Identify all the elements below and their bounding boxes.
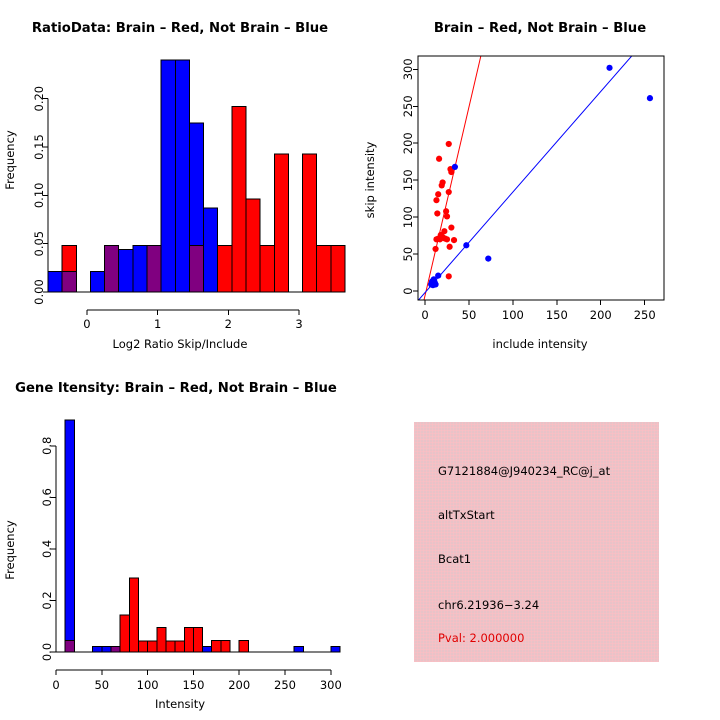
scatter-title: Brain – Red, Not Brain – Blue (434, 21, 646, 36)
scatter-svg: Brain – Red, Not Brain – Blue skip inten… (363, 21, 665, 351)
gene-histogram-plot-area: 0.0 0.2 0.4 0.6 0.8 0 50 100 150 200 250 300 (40, 419, 342, 692)
scatter-ylabel: skip intensity (363, 141, 377, 218)
gene-symbol-text: Bcat1 (438, 552, 472, 566)
svg-text:0.4: 0.4 (40, 540, 54, 558)
event-type-text: altTxStart (438, 508, 495, 522)
svg-text:0.0: 0.0 (40, 643, 54, 661)
svg-text:150: 150 (182, 678, 204, 692)
svg-text:100: 100 (401, 206, 415, 228)
scatter-xlabel: include intensity (492, 337, 587, 351)
svg-text:3: 3 (295, 317, 302, 331)
scatter-plot-area: 0 50 100 150 200 250 0 50 100 150 200 250 300 (401, 55, 665, 322)
svg-text:2: 2 (225, 317, 232, 331)
svg-text:50: 50 (94, 678, 109, 692)
gene-histogram-xlabel: Intensity (155, 697, 205, 711)
gene-info-box: G7121884@J940234_RC@j_at altTxStart Bcat… (414, 422, 659, 662)
svg-text:0: 0 (52, 678, 59, 692)
svg-text:100: 100 (502, 308, 524, 322)
locus-text: chr6.21936−3.24 (438, 598, 540, 612)
ratio-histogram-xlabel: Log2 Ratio Skip/Include (113, 337, 248, 351)
svg-text:1: 1 (154, 317, 161, 331)
svg-text:0.10: 0.10 (32, 183, 46, 209)
svg-text:0: 0 (421, 308, 428, 322)
panel-gene-info: G7121884@J940234_RC@j_at altTxStart Bcat… (360, 360, 720, 720)
svg-text:0: 0 (83, 317, 90, 331)
ratio-histogram-svg: RatioData: Brain – Red, Not Brain – Blue… (3, 21, 346, 351)
svg-text:0.20: 0.20 (32, 86, 46, 112)
svg-text:0.00: 0.00 (32, 279, 46, 305)
svg-text:150: 150 (546, 308, 568, 322)
panel-gene-intensity-histogram: Gene Itensity: Brain – Red, Not Brain – … (0, 360, 360, 720)
svg-text:250: 250 (401, 95, 415, 117)
svg-text:50: 50 (401, 247, 415, 262)
ratio-histogram-plot-area: 0.00 0.05 0.10 0.15 0.20 0 1 2 3 (32, 59, 346, 331)
ratio-histogram-ylabel: Frequency (3, 130, 17, 190)
gene-histogram-ylabel: Frequency (3, 520, 17, 580)
svg-text:0.05: 0.05 (32, 231, 46, 257)
ratio-histogram-title: RatioData: Brain – Red, Not Brain – Blue (32, 21, 328, 36)
svg-text:0.2: 0.2 (40, 591, 54, 609)
svg-text:0.6: 0.6 (40, 488, 54, 506)
svg-text:300: 300 (401, 58, 415, 80)
gene-histogram-title: Gene Itensity: Brain – Red, Not Brain – … (15, 381, 337, 396)
panel-ratio-histogram: RatioData: Brain – Red, Not Brain – Blue… (0, 0, 360, 360)
svg-text:50: 50 (462, 308, 477, 322)
svg-text:250: 250 (274, 678, 296, 692)
svg-text:0: 0 (401, 287, 415, 294)
svg-text:200: 200 (401, 132, 415, 154)
svg-text:100: 100 (137, 678, 159, 692)
svg-text:250: 250 (634, 308, 656, 322)
panel-intensity-scatter: Brain – Red, Not Brain – Blue skip inten… (360, 0, 720, 360)
svg-text:0.8: 0.8 (40, 437, 54, 455)
pval-text: Pval: 2.000000 (438, 631, 525, 645)
gene-histogram-svg: Gene Itensity: Brain – Red, Not Brain – … (3, 381, 342, 711)
svg-text:200: 200 (590, 308, 612, 322)
probe-id-text: G7121884@J940234_RC@j_at (438, 464, 611, 478)
svg-text:150: 150 (401, 169, 415, 191)
svg-text:200: 200 (228, 678, 250, 692)
svg-text:300: 300 (320, 678, 342, 692)
svg-text:0.15: 0.15 (32, 134, 46, 160)
